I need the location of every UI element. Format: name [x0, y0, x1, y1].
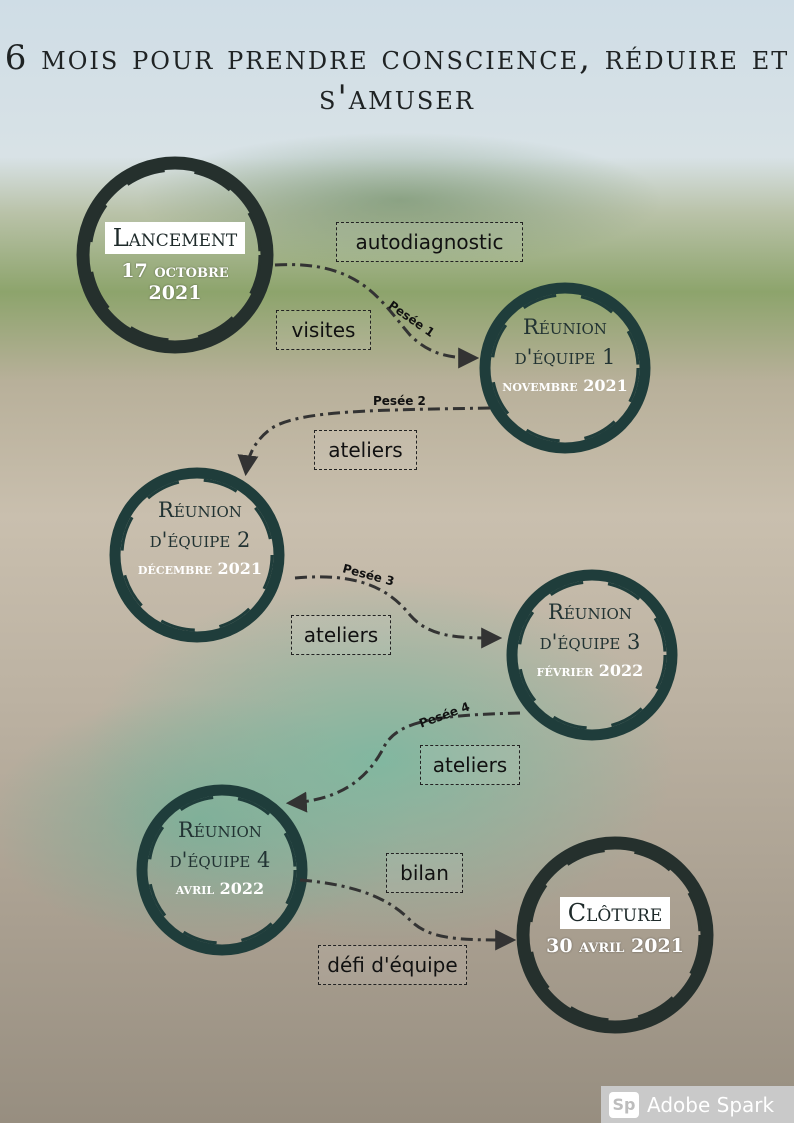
- ring-reunion-4: [136, 784, 308, 956]
- ring-lancement: [76, 156, 274, 354]
- node-reunion-1-line1: Réunion: [523, 315, 607, 339]
- page-title: 6 mois pour prendre conscience, réduire …: [4, 38, 790, 118]
- node-cloture-label: Clôture: [559, 897, 671, 929]
- adobe-spark-text: Adobe Spark: [647, 1092, 775, 1117]
- label-ateliers-1: ateliers: [314, 430, 417, 470]
- label-autodiagnostic: autodiagnostic: [336, 222, 523, 262]
- node-cloture-date: 30 avril 2021: [546, 935, 684, 957]
- ring-cloture: [516, 836, 714, 1034]
- label-bilan: bilan: [386, 853, 463, 893]
- node-reunion-4: Réunion d'équipe 4 avril 2022: [145, 815, 295, 898]
- adobe-spark-logo-icon: Sp: [609, 1091, 639, 1118]
- ring-reunion-3: [506, 569, 678, 741]
- node-reunion-3-line2: d'équipe 3: [539, 630, 641, 654]
- label-ateliers-3: ateliers: [420, 745, 520, 785]
- arrow-reunion-3-to-reunion-4: [285, 711, 521, 813]
- ring-reunion-1: [479, 282, 651, 454]
- arrow-reunion-2-to-reunion-3: [294, 575, 503, 649]
- adobe-spark-badge[interactable]: Sp Adobe Spark: [601, 1086, 794, 1123]
- pesee-2-label: Pesée 2: [373, 394, 426, 408]
- node-reunion-3-line1: Réunion: [548, 600, 632, 624]
- arrow-reunion-4-to-cloture: [299, 878, 517, 951]
- node-reunion-1-date: novembre 2021: [502, 376, 628, 395]
- arrow-lancement-to-reunion-1: [274, 263, 480, 369]
- node-reunion-3-date: février 2022: [536, 661, 644, 680]
- node-lancement: Lancement 17 octobre 2021: [95, 222, 255, 304]
- node-lancement-date: 17 octobre 2021: [121, 260, 229, 304]
- node-lancement-label: Lancement: [104, 222, 246, 254]
- label-ateliers-2: ateliers: [291, 615, 391, 655]
- node-reunion-2-line2: d'équipe 2: [149, 528, 251, 552]
- node-reunion-3: Réunion d'équipe 3 février 2022: [515, 597, 665, 680]
- node-reunion-2-line1: Réunion: [158, 498, 242, 522]
- label-visites: visites: [276, 310, 371, 350]
- node-reunion-2-date: décembre 2021: [137, 559, 263, 578]
- node-reunion-4-line2: d'équipe 4: [169, 848, 271, 872]
- ring-reunion-2: [109, 467, 285, 643]
- node-reunion-4-line1: Réunion: [178, 818, 262, 842]
- arrow-reunion-1-to-reunion-2: [237, 406, 491, 477]
- node-cloture: Clôture 30 avril 2021: [535, 897, 695, 957]
- node-reunion-1: Réunion d'équipe 1 novembre 2021: [490, 312, 640, 395]
- node-reunion-1-line2: d'équipe 1: [514, 345, 616, 369]
- label-defi-equipe: défi d'équipe: [318, 945, 467, 985]
- node-reunion-2: Réunion d'équipe 2 décembre 2021: [125, 495, 275, 578]
- node-reunion-4-date: avril 2022: [175, 879, 265, 898]
